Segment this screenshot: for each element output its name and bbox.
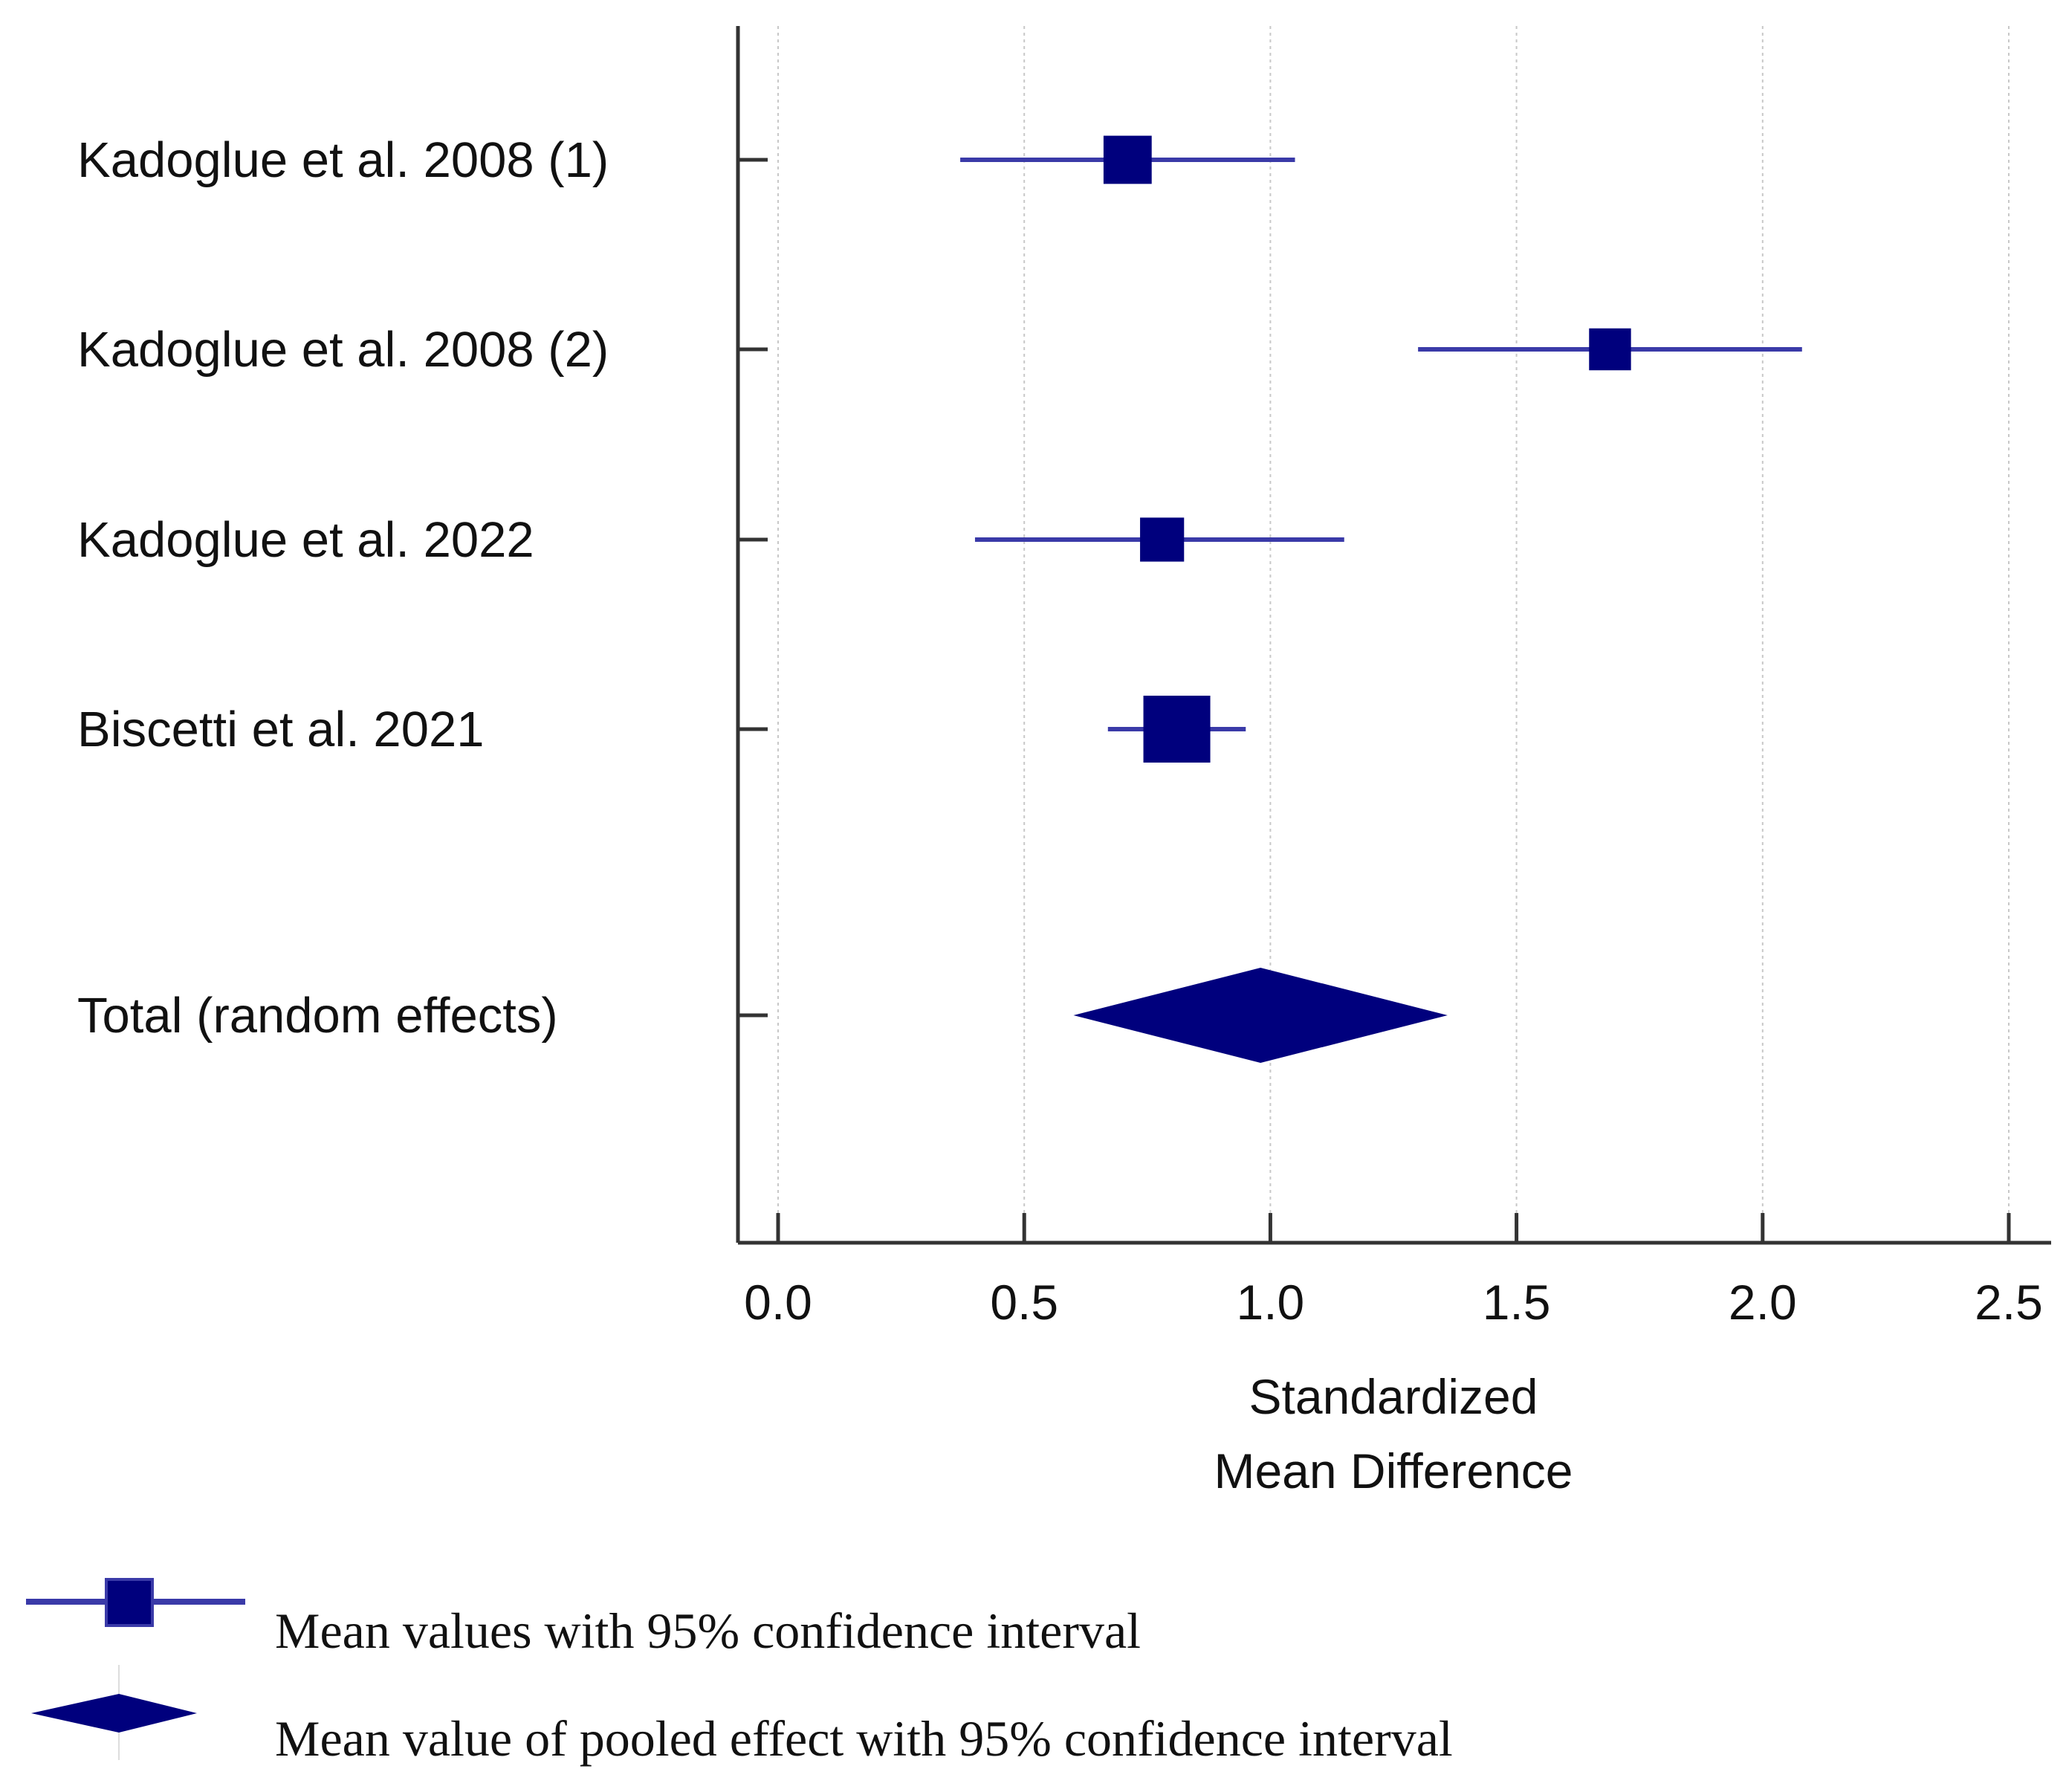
x-tick-label: 1.0 bbox=[1237, 1275, 1305, 1330]
study-marker bbox=[1589, 328, 1631, 371]
study-marker bbox=[1140, 517, 1185, 562]
legend-diamond-icon bbox=[31, 1694, 197, 1733]
legend-text: Mean value of pooled effect with 95% con… bbox=[275, 1710, 1453, 1767]
legend-square-icon bbox=[105, 1578, 154, 1627]
x-tick-label: 2.5 bbox=[1975, 1275, 2043, 1330]
x-axis-label: Standardized bbox=[1249, 1369, 1538, 1424]
legend-text: Mean values with 95% confidence interval bbox=[275, 1602, 1141, 1659]
study-label: Kadoglue et al. 2008 (2) bbox=[77, 322, 609, 378]
x-tick-label: 2.0 bbox=[1729, 1275, 1797, 1330]
x-tick-label: 0.0 bbox=[744, 1275, 812, 1330]
pooled-label: Total (random effects) bbox=[77, 988, 558, 1044]
study-label: Kadoglue et al. 2008 (1) bbox=[77, 132, 609, 188]
study-label: Biscetti et al. 2021 bbox=[77, 702, 484, 757]
study-label: Kadoglue et al. 2022 bbox=[77, 512, 534, 568]
study-marker bbox=[1143, 696, 1211, 763]
x-axis-label: Mean Difference bbox=[1214, 1443, 1573, 1498]
x-tick-label: 1.5 bbox=[1483, 1275, 1551, 1330]
pooled-diamond bbox=[1073, 968, 1448, 1063]
x-tick-label: 0.5 bbox=[990, 1275, 1058, 1330]
study-marker bbox=[1103, 135, 1152, 184]
